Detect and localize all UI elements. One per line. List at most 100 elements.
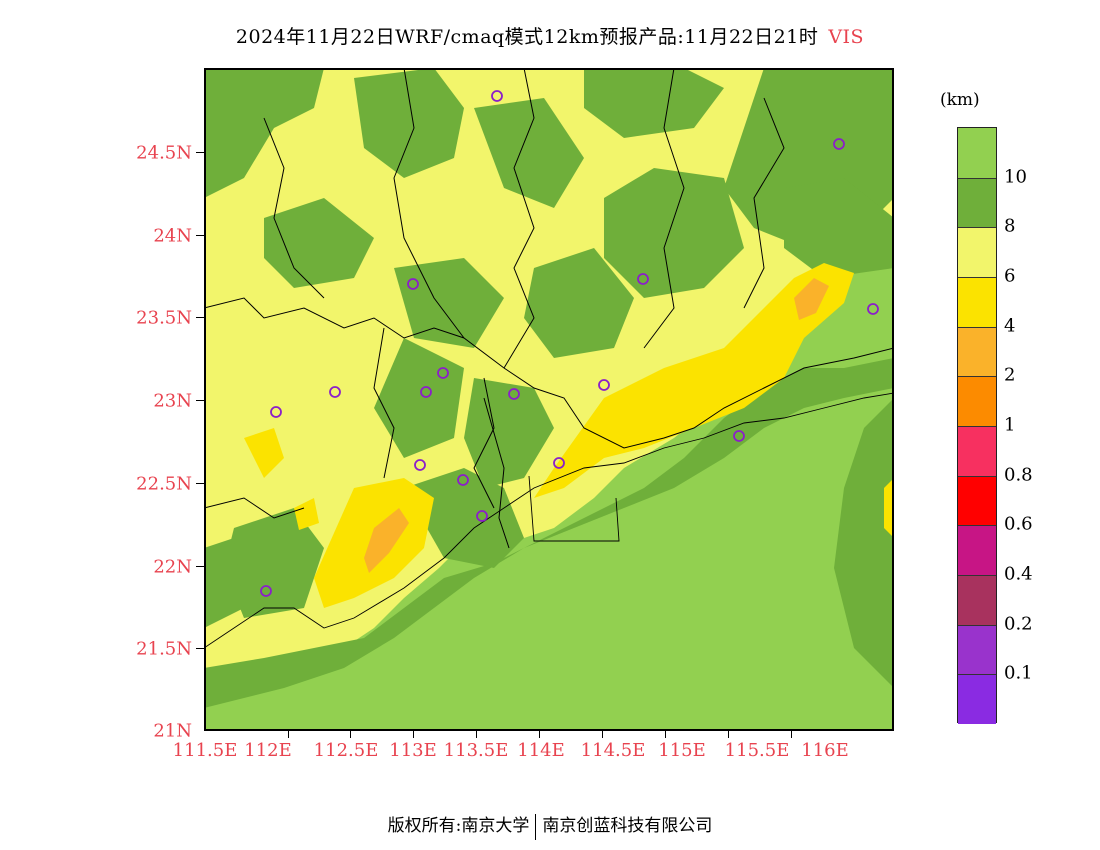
footer-divider <box>535 813 537 840</box>
circle-marker-icon <box>637 273 649 285</box>
circle-marker-icon <box>867 303 879 315</box>
copyright-footer: 版权所有:南京大学 南京创蓝科技有限公司 <box>0 811 1100 840</box>
legend-label: 0.1 <box>1004 662 1033 684</box>
lon-tick <box>476 731 477 738</box>
circle-marker-icon <box>491 90 503 102</box>
lat-tick <box>196 648 204 649</box>
lon-label: 115E <box>658 740 706 761</box>
circle-marker-icon <box>476 510 488 522</box>
lon-tick <box>602 731 603 738</box>
legend-label: 0.2 <box>1004 613 1033 635</box>
legend-separator <box>958 575 996 576</box>
circle-marker-icon <box>553 457 565 469</box>
lon-label: 111.5E <box>172 740 238 761</box>
legend-separator <box>958 227 996 229</box>
legend-unit: (km) <box>940 90 980 110</box>
vis-region-darkgreen <box>204 68 894 708</box>
legend-swatch <box>958 426 996 476</box>
map-canvas <box>204 68 894 731</box>
lat-label: 21.5N <box>136 638 192 660</box>
lon-tick <box>413 731 414 738</box>
legend-separator <box>958 426 996 427</box>
legend-swatch <box>958 575 996 625</box>
lat-label: 21N <box>153 720 192 742</box>
province-boundaries <box>204 68 894 549</box>
circle-marker-icon <box>733 430 745 442</box>
circle-marker-icon <box>457 474 469 486</box>
circle-marker-icon <box>414 459 426 471</box>
map-title: 2024年11月22日WRF/cmaq模式12km预报产品:11月22日21时 V… <box>0 22 1100 49</box>
lat-label: 23.5N <box>136 307 192 329</box>
lat-tick <box>196 483 204 484</box>
legend-separator <box>958 326 996 328</box>
legend-label: 0.8 <box>1004 464 1033 486</box>
forecast-map <box>204 68 894 731</box>
vis-region-orange <box>364 278 829 573</box>
lat-tick <box>196 566 204 567</box>
legend-separator <box>958 624 996 626</box>
lon-tick <box>665 731 666 738</box>
lat-tick <box>196 400 204 401</box>
lat-tick <box>196 152 204 153</box>
lon-label: 113E <box>389 740 437 761</box>
lon-tick <box>539 731 540 738</box>
lon-label: 112.5E <box>313 740 379 761</box>
legend-swatch <box>958 475 996 526</box>
legend-label: 4 <box>1004 315 1016 337</box>
lon-tick <box>350 731 351 738</box>
lon-tick <box>791 731 792 738</box>
legend-label: 0.4 <box>1004 563 1033 585</box>
variable-label: VIS <box>828 26 865 48</box>
lat-label: 24.5N <box>136 142 192 164</box>
lon-label: 113.5E <box>443 740 509 761</box>
legend-swatch <box>958 376 996 426</box>
lat-label: 24N <box>153 225 192 247</box>
lat-label: 22N <box>153 556 192 578</box>
circle-marker-icon <box>437 367 449 379</box>
title-text: 2024年11月22日WRF/cmaq模式12km预报产品:11月22日21时 <box>235 26 819 48</box>
circle-marker-icon <box>508 388 520 400</box>
legend-separator <box>958 177 996 179</box>
legend-swatch <box>958 525 996 575</box>
circle-marker-icon <box>833 138 845 150</box>
legend-swatch <box>958 177 996 228</box>
legend-swatch <box>958 128 996 178</box>
legend-separator <box>958 525 996 527</box>
circle-marker-icon <box>260 585 272 597</box>
legend-label: 8 <box>1004 215 1016 237</box>
circle-marker-icon <box>420 386 432 398</box>
copyright-owner: 版权所有:南京大学 <box>387 816 530 836</box>
legend-separator <box>958 376 996 378</box>
legend-label: 10 <box>1004 166 1027 188</box>
copyright-company: 南京创蓝科技有限公司 <box>542 816 713 836</box>
lon-tick <box>728 731 729 738</box>
lon-label: 116E <box>801 740 849 761</box>
legend-separator <box>958 674 996 676</box>
legend-separator <box>958 475 996 477</box>
legend-label: 1 <box>1004 414 1016 436</box>
legend-label: 0.6 <box>1004 513 1033 535</box>
lon-label: 114.5E <box>580 740 646 761</box>
circle-marker-icon <box>598 379 610 391</box>
legend-swatch <box>958 277 996 327</box>
legend-swatch <box>958 624 996 675</box>
circle-marker-icon <box>270 406 282 418</box>
coastline <box>204 392 894 649</box>
legend-separator <box>958 277 996 278</box>
legend-swatch <box>958 326 996 377</box>
legend-swatch <box>958 227 996 277</box>
legend-label: 2 <box>1004 364 1016 386</box>
lon-label: 112E <box>244 740 292 761</box>
lon-label: 115.5E <box>724 740 790 761</box>
lon-tick <box>288 731 289 738</box>
circle-marker-icon <box>407 278 419 290</box>
color-legend <box>957 127 997 724</box>
lat-label: 23N <box>153 390 192 412</box>
lat-label: 22.5N <box>136 473 192 495</box>
lon-label: 114E <box>517 740 565 761</box>
legend-swatch <box>958 674 996 724</box>
station-markers <box>260 90 879 597</box>
lat-tick <box>196 235 204 236</box>
lat-tick <box>196 317 204 318</box>
legend-label: 6 <box>1004 265 1016 287</box>
